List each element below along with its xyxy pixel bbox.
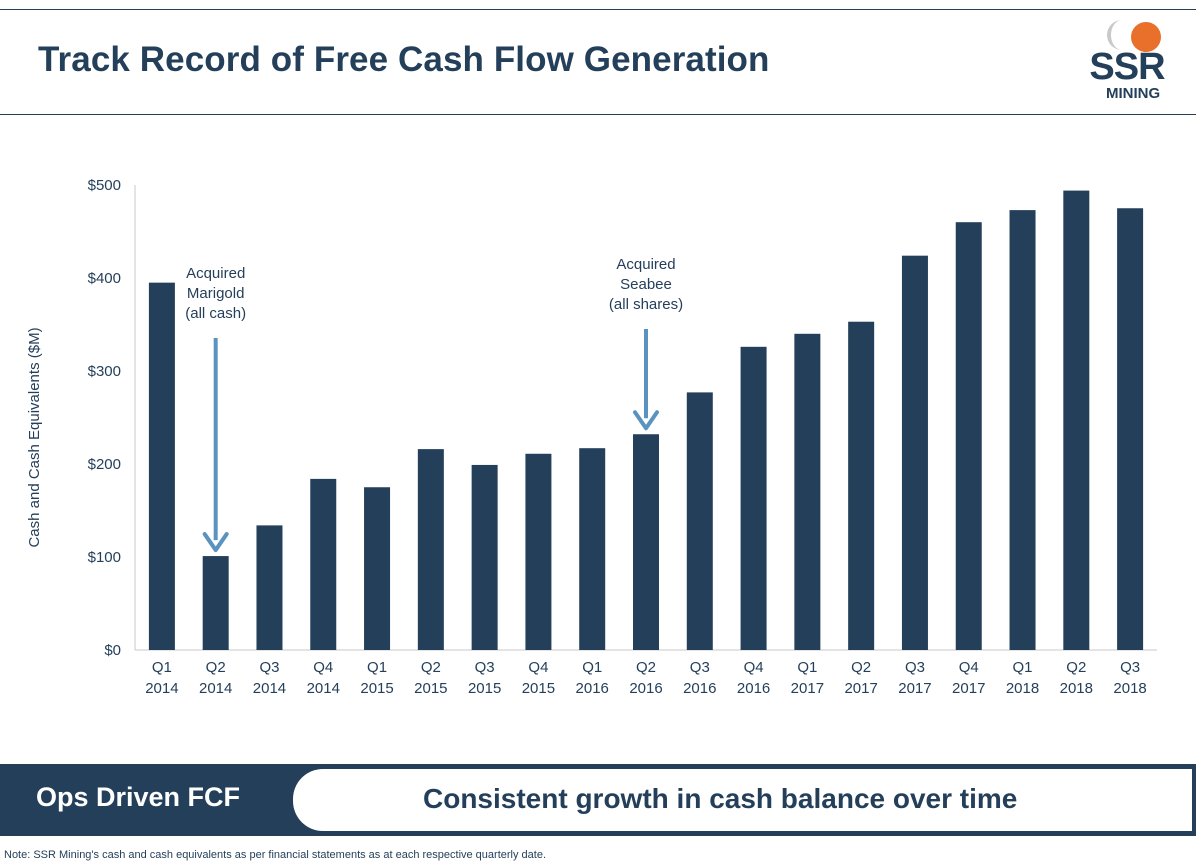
x-tick-label-year: 2014: [145, 680, 178, 697]
bar: [256, 525, 283, 650]
x-tick-label-quarter: Q2: [636, 659, 656, 676]
annotation-text: (all cash): [185, 305, 246, 322]
x-tick-label-year: 2017: [844, 680, 877, 697]
bar: [417, 449, 444, 650]
summary-banner: Ops Driven FCF Consistent growth in cash…: [0, 764, 1196, 836]
bar: [471, 464, 498, 650]
logo-orange-circle: [1131, 22, 1161, 52]
x-tick-label-quarter: Q4: [959, 659, 979, 676]
bar: [364, 487, 391, 650]
bar: [794, 333, 821, 650]
x-tick-label-quarter: Q3: [259, 659, 279, 676]
x-tick-label-year: 2015: [414, 680, 447, 697]
x-tick-label-quarter: Q3: [690, 659, 710, 676]
annotation-text: (all shares): [609, 296, 683, 313]
banner-left-panel: Ops Driven FCF: [0, 764, 300, 836]
x-tick-label-quarter: Q4: [313, 659, 333, 676]
header-rule: [0, 114, 1196, 115]
company-logo: SSR MINING: [1080, 16, 1180, 106]
x-tick-label-year: 2015: [360, 680, 393, 697]
x-tick-label-quarter: Q1: [1013, 659, 1033, 676]
y-tick-label: $300: [88, 363, 121, 380]
footnote: Note: SSR Mining's cash and cash equival…: [4, 849, 547, 861]
y-tick-label: $500: [88, 177, 121, 194]
x-tick-label-year: 2015: [522, 680, 555, 697]
bar: [1063, 190, 1090, 650]
x-tick-label-year: 2017: [791, 680, 824, 697]
bar: [901, 255, 928, 650]
x-tick-label-year: 2016: [576, 680, 609, 697]
x-tick-label-year: 2016: [737, 680, 770, 697]
x-tick-label-quarter: Q3: [905, 659, 925, 676]
logo-text: SSR: [1089, 46, 1165, 88]
x-tick-label-quarter: Q1: [797, 659, 817, 676]
x-tick-label-quarter: Q1: [367, 659, 387, 676]
x-tick-label-quarter: Q4: [744, 659, 764, 676]
x-tick-label-year: 2018: [1060, 680, 1093, 697]
x-tick-label-year: 2015: [468, 680, 501, 697]
bar: [633, 434, 659, 650]
bar: [740, 346, 767, 650]
annotation-text: Acquired: [616, 256, 675, 273]
banner-left-text: Ops Driven FCF: [36, 782, 241, 812]
annotation-text: Marigold: [187, 285, 245, 302]
x-tick-label-quarter: Q1: [152, 659, 172, 676]
bar: [310, 478, 337, 650]
bar: [148, 282, 175, 650]
y-tick-label: $200: [88, 456, 121, 473]
y-tick-label: $400: [88, 270, 121, 287]
logo-mark-icon: [1107, 20, 1161, 52]
x-tick-label-quarter: Q2: [1066, 659, 1086, 676]
x-tick-label-year: 2018: [1006, 680, 1039, 697]
bar: [1009, 210, 1036, 651]
top-rule: [0, 9, 1196, 10]
banner-right-panel: Consistent growth in cash balance over t…: [293, 769, 1192, 831]
x-tick-label-year: 2014: [253, 680, 286, 697]
x-tick-label-quarter: Q3: [1120, 659, 1140, 676]
annotation-arrow-head: [633, 410, 659, 431]
x-tick-label-quarter: Q4: [528, 659, 548, 676]
x-tick-label-quarter: Q3: [475, 659, 495, 676]
annotation-text: Acquired: [186, 265, 245, 282]
bar: [579, 448, 606, 650]
bar: [525, 453, 552, 650]
bar: [955, 222, 982, 650]
x-tick-label-quarter: Q2: [421, 659, 441, 676]
x-tick-label-quarter: Q2: [851, 659, 871, 676]
x-tick-label-quarter: Q1: [582, 659, 602, 676]
annotation-arrow-head: [202, 532, 229, 553]
bar: [848, 321, 875, 650]
y-tick-label: $0: [104, 642, 121, 659]
x-tick-label-year: 2014: [199, 680, 232, 697]
x-tick-label-year: 2017: [952, 680, 985, 697]
x-tick-label-year: 2014: [307, 680, 340, 697]
y-axis-label: Cash and Cash Equivalents ($M): [26, 327, 43, 547]
bar: [1117, 208, 1144, 650]
y-tick-label: $100: [88, 549, 121, 566]
x-tick-label-year: 2016: [683, 680, 716, 697]
logo-subtext: MINING: [1106, 85, 1161, 102]
cash-balance-chart: $0 $100 $200 $300 $400 $500 Cash and Cash Equi…: [26, 177, 1157, 697]
x-tick-label-year: 2017: [898, 680, 931, 697]
banner-right-text: Consistent growth in cash balance over t…: [423, 783, 1018, 814]
x-tick-label-year: 2018: [1113, 680, 1146, 697]
x-tick-label-quarter: Q2: [206, 659, 226, 676]
page-title: Track Record of Free Cash Flow Generatio…: [38, 40, 770, 79]
x-tick-label-year: 2016: [629, 680, 662, 697]
logo-gray-crescent: [1107, 20, 1122, 50]
annotation-text: Seabee: [620, 276, 672, 293]
bar: [202, 556, 229, 650]
bar: [686, 392, 713, 650]
